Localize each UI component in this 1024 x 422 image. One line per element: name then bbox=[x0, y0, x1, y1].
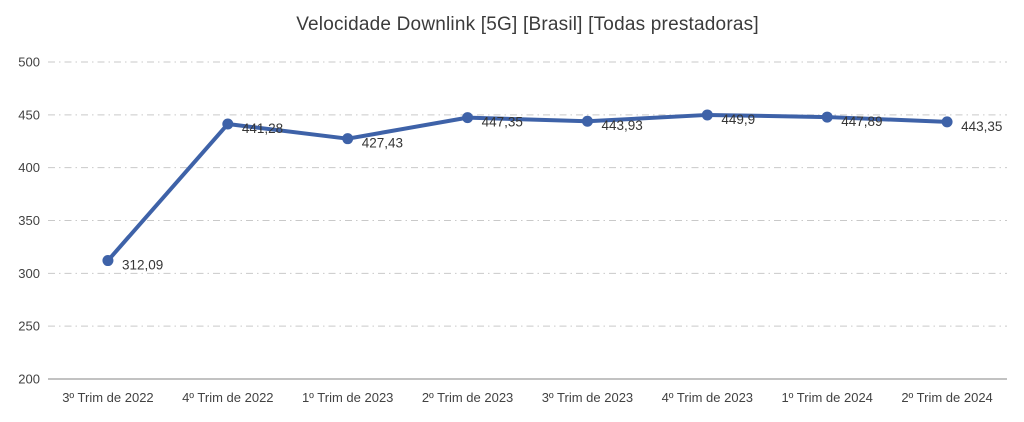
data-label: 441,28 bbox=[242, 121, 283, 136]
y-tick-label: 400 bbox=[18, 160, 40, 175]
x-tick-label: 4º Trim de 2022 bbox=[182, 390, 273, 405]
y-tick-label: 350 bbox=[18, 213, 40, 228]
data-point bbox=[701, 109, 713, 121]
data-label: 447,35 bbox=[482, 115, 523, 130]
x-tick-label: 1º Trim de 2024 bbox=[781, 390, 872, 405]
x-tick-label: 2º Trim de 2023 bbox=[422, 390, 513, 405]
x-tick-label: 3º Trim de 2022 bbox=[62, 390, 153, 405]
data-point bbox=[462, 112, 474, 124]
series-line bbox=[105, 112, 950, 263]
y-tick-label: 250 bbox=[18, 319, 40, 334]
x-tick-label: 3º Trim de 2023 bbox=[542, 390, 633, 405]
x-tick-label: 2º Trim de 2024 bbox=[901, 390, 992, 405]
data-label: 427,43 bbox=[362, 136, 403, 151]
y-tick-label: 200 bbox=[18, 372, 40, 387]
y-tick-label: 450 bbox=[18, 107, 40, 122]
data-point bbox=[342, 133, 354, 145]
x-tick-label: 4º Trim de 2023 bbox=[662, 390, 753, 405]
data-point bbox=[581, 115, 593, 127]
y-tick-label: 500 bbox=[18, 55, 40, 70]
data-label: 449,9 bbox=[721, 112, 755, 127]
data-label: 443,93 bbox=[601, 118, 642, 133]
data-point bbox=[222, 118, 234, 130]
y-tick-label: 300 bbox=[18, 266, 40, 281]
data-point bbox=[941, 116, 953, 128]
data-label: 447,89 bbox=[841, 114, 882, 129]
data-point bbox=[821, 111, 833, 123]
data-label: 312,09 bbox=[122, 258, 163, 273]
data-label: 443,35 bbox=[961, 119, 1002, 134]
data-point bbox=[102, 255, 114, 267]
chart-title: Velocidade Downlink [5G] [Brasil] [Todas… bbox=[296, 14, 759, 35]
x-tick-label: 1º Trim de 2023 bbox=[302, 390, 393, 405]
